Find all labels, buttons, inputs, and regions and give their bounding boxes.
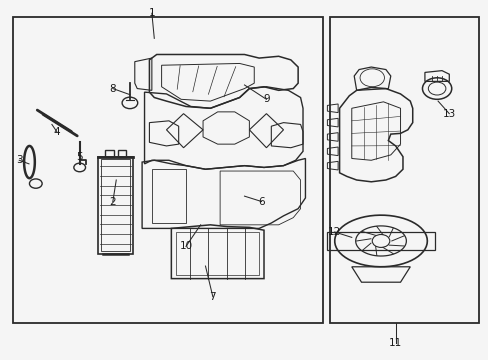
- Text: 3: 3: [16, 155, 22, 165]
- Bar: [117, 150, 126, 157]
- Text: 10: 10: [179, 241, 192, 251]
- Text: 5: 5: [76, 152, 83, 162]
- Text: 7: 7: [209, 292, 216, 302]
- Text: 2: 2: [109, 197, 116, 207]
- Bar: [327, 232, 434, 250]
- Bar: [13, 17, 322, 323]
- Bar: [101, 159, 130, 251]
- Bar: [329, 17, 478, 323]
- Text: 9: 9: [263, 94, 269, 104]
- Bar: [98, 157, 133, 253]
- Text: 6: 6: [258, 197, 264, 207]
- Text: 12: 12: [327, 227, 341, 237]
- Text: 1: 1: [148, 8, 155, 18]
- Bar: [105, 150, 114, 157]
- Text: 11: 11: [388, 338, 402, 348]
- Text: 8: 8: [109, 84, 116, 94]
- Text: 13: 13: [442, 109, 455, 119]
- Text: 4: 4: [53, 127, 60, 136]
